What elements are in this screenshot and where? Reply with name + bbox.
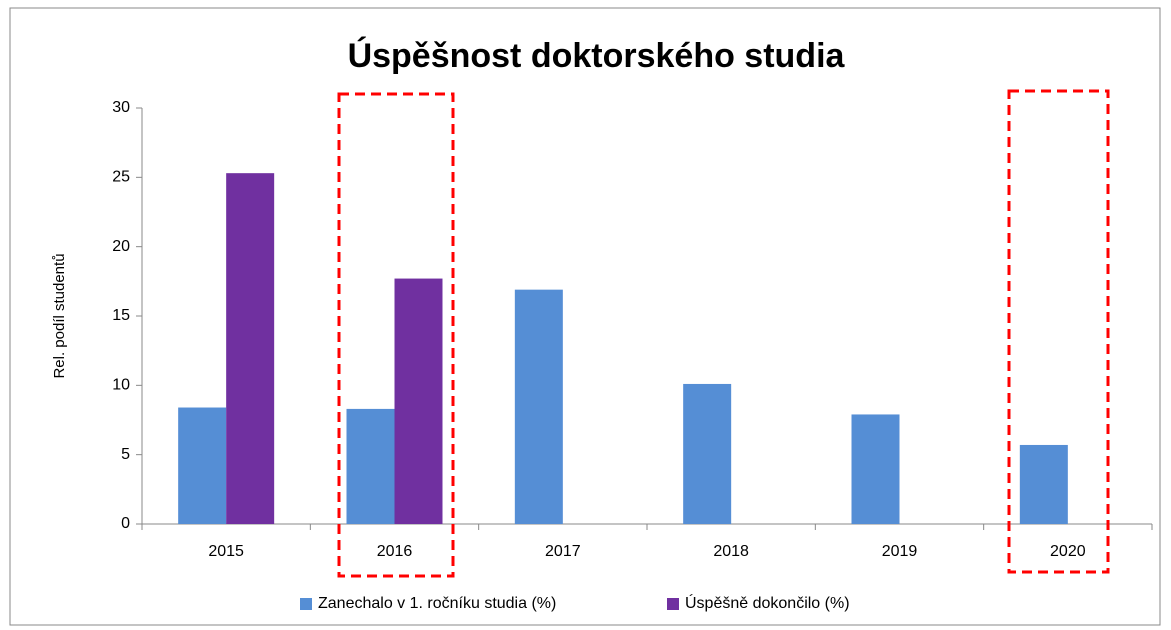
y-tick-label: 0	[121, 515, 130, 532]
y-axis-label: Rel. podíl studentů	[51, 253, 68, 378]
y-tick-label: 30	[112, 99, 130, 116]
x-tick-label: 2016	[377, 543, 413, 560]
x-tick-label: 2017	[545, 543, 581, 560]
x-tick-label: 2020	[1050, 543, 1086, 560]
x-tick-label: 2019	[882, 543, 918, 560]
legend-swatch	[667, 598, 679, 610]
bar	[178, 407, 227, 524]
bar	[346, 408, 395, 524]
x-tick-label: 2015	[208, 543, 244, 560]
chart-title: Úspěšnost doktorského studia	[348, 37, 846, 75]
chart-frame	[9, 7, 1161, 626]
x-tick-label: 2018	[713, 543, 749, 560]
bar	[226, 173, 275, 524]
legend-label: Úspěšně dokončilo (%)	[685, 593, 850, 612]
bar	[514, 289, 563, 524]
highlight-box	[337, 92, 455, 578]
bar	[851, 414, 900, 524]
bar	[683, 383, 732, 524]
y-tick-label: 15	[112, 307, 130, 324]
y-tick-label: 10	[112, 377, 130, 394]
y-tick-label: 20	[112, 238, 130, 255]
bar	[1019, 444, 1068, 524]
legend-swatch	[300, 598, 312, 610]
y-tick-label: 25	[112, 169, 130, 186]
bar	[394, 278, 443, 524]
highlight-box	[1007, 89, 1110, 574]
y-tick-label: 5	[121, 446, 130, 463]
legend-label: Zanechalo v 1. ročníku studia (%)	[318, 595, 556, 612]
plot-area: 0 5 10 15 20 25 30 2015 2016 2017 2018 2019 2020 Zane…	[112, 99, 1153, 612]
